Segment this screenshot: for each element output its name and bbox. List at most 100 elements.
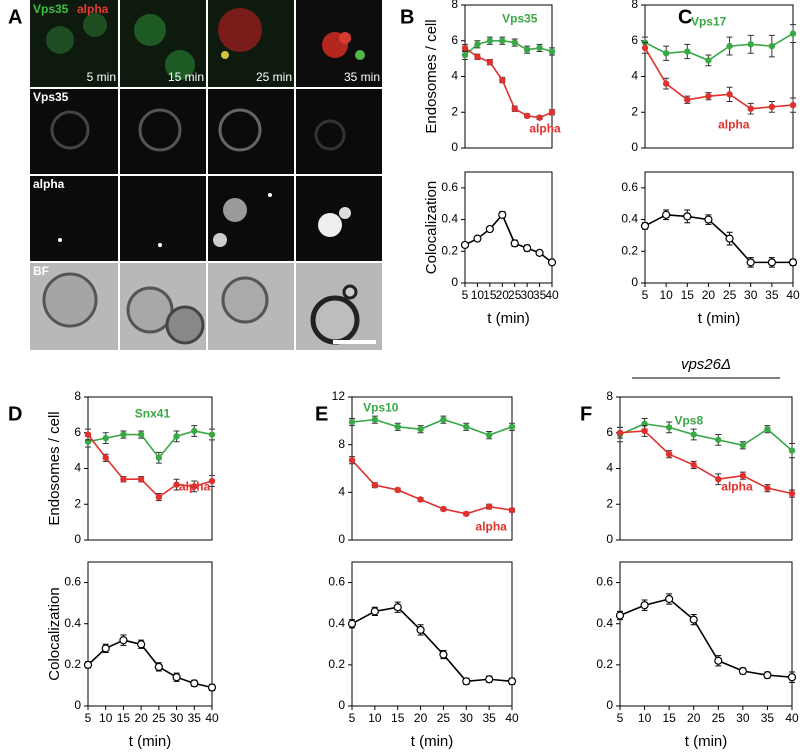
y-tick-label: 0 [74, 532, 81, 546]
data-point [393, 603, 402, 612]
y-tick-label: 2 [606, 496, 613, 510]
data-point [394, 423, 401, 430]
series-label: alpha [718, 117, 750, 131]
data-point [417, 425, 424, 433]
y-axis-label: Endosomes / cell [46, 411, 63, 525]
chart: 00.20.40.65 10 15 20 25 30 35 40t (min)Colocali… [46, 561, 219, 750]
data-point [768, 103, 776, 111]
y-tick-label: 0 [631, 140, 638, 154]
data-point [440, 416, 447, 423]
data-point [705, 57, 712, 64]
data-point [665, 451, 673, 458]
data-point [535, 248, 544, 257]
x-tick-label: 40 [205, 711, 219, 725]
data-point [508, 423, 516, 430]
series-line [351, 459, 513, 515]
y-tick-label: 4 [631, 69, 638, 83]
x-tick-label: 5 [85, 711, 92, 725]
series-line [644, 213, 793, 264]
data-point [120, 476, 127, 483]
panel-label: C [678, 6, 692, 28]
data-point [767, 258, 776, 267]
data-point [714, 656, 723, 665]
x-axis-label: t (min) [411, 733, 454, 750]
x-tick-label: 25 [152, 711, 166, 725]
series-line [619, 430, 793, 495]
data-point [507, 677, 517, 686]
data-point [747, 105, 754, 112]
data-point [461, 44, 469, 52]
y-tick-label: 0 [451, 140, 458, 154]
x-tick-label: 30 [520, 288, 534, 302]
x-tick-label: 30 [736, 711, 750, 725]
y-tick-label: 2 [451, 104, 458, 118]
data-point [83, 660, 93, 669]
data-point [789, 30, 797, 37]
data-point [511, 105, 518, 112]
data-point [683, 212, 692, 221]
data-point [190, 679, 199, 688]
series-label: alpha [529, 122, 561, 136]
chart: 0 2 4 6 8 Vps8 alpha [606, 389, 796, 546]
series-label: Vps8 [674, 413, 703, 427]
x-axis-label: t (min) [129, 733, 172, 750]
data-point [348, 456, 356, 464]
data-point [439, 650, 448, 659]
data-point [485, 224, 494, 234]
y-tick-label: 2 [74, 496, 81, 510]
chart: 00.20.40.65 10 15 20 25 30 35 40t (min)Colocali… [423, 171, 559, 327]
data-point [684, 96, 691, 103]
series-label: alpha [476, 519, 508, 533]
y-tick-label: 8 [631, 0, 638, 11]
data-point [726, 42, 733, 50]
x-axis-label: t (min) [487, 310, 530, 327]
data-point [640, 221, 650, 231]
plot-frame [351, 561, 513, 707]
y-tick-label: 0 [606, 698, 613, 712]
y-tick-label: 4 [606, 461, 613, 475]
x-tick-label: 40 [786, 288, 800, 302]
y-tick-label: 8 [338, 437, 345, 451]
data-point [690, 431, 697, 438]
data-point [499, 76, 506, 84]
data-point [738, 666, 747, 676]
data-point [498, 210, 507, 219]
data-point [485, 503, 493, 510]
x-tick-label: 35 [482, 711, 496, 725]
x-tick-label: 5 [642, 288, 649, 302]
y-tick-label: 0.6 [596, 575, 613, 589]
data-point [508, 507, 516, 514]
y-tick-label: 0 [338, 698, 345, 712]
series-label: Vps35 [502, 11, 538, 25]
x-tick-label: 20 [687, 711, 701, 725]
data-point [662, 210, 671, 219]
data-point [689, 615, 698, 624]
x-tick-label: 30 [170, 711, 184, 725]
x-tick-label: 15 [117, 711, 131, 725]
data-point [764, 425, 771, 433]
data-point [788, 258, 798, 267]
data-point [191, 427, 198, 435]
data-point [485, 431, 493, 439]
data-point [746, 258, 755, 267]
chart: 0 0.2 0.4 0.6 5 10 15 20 25 30 35 40 t (min) [328, 561, 519, 750]
panel-label: A [8, 6, 22, 28]
data-point [763, 671, 772, 680]
series-line [619, 598, 793, 678]
data-point [474, 53, 481, 61]
x-tick-label: 35 [188, 711, 202, 725]
panel-label: B [400, 6, 414, 28]
data-point [137, 431, 145, 438]
data-point [137, 476, 145, 483]
x-tick-label: 40 [785, 711, 799, 725]
plot-frame [644, 171, 794, 284]
data-point [461, 51, 469, 59]
data-point [641, 44, 649, 52]
data-point [370, 607, 379, 616]
data-point [662, 80, 670, 87]
panel-label: E [315, 403, 328, 425]
x-tick-label: 5 [617, 711, 624, 725]
x-tick-label: 25 [723, 288, 737, 302]
data-point [120, 431, 127, 438]
